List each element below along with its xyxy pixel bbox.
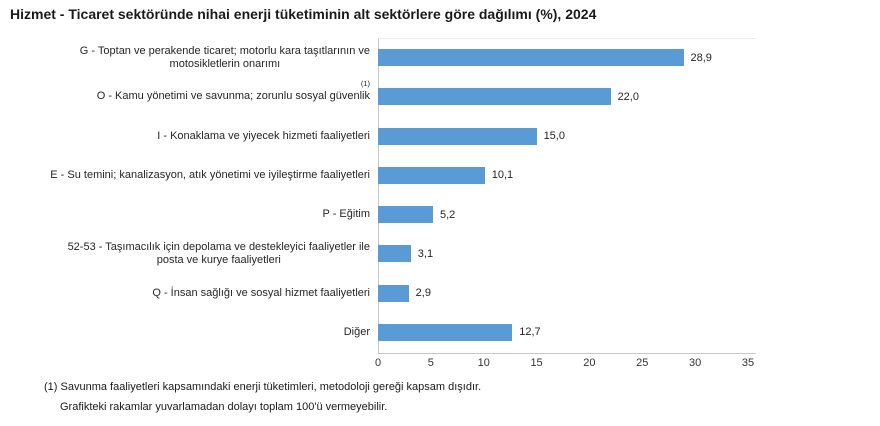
x-axis-tick: 5 [427,357,434,369]
x-axis: 0 5 10 15 20 25 30 35 [374,357,754,373]
chart-row: O - Kamu yönetimi ve savunma; zorunlu so… [0,77,790,116]
bar-cell: 12,7 [378,323,790,341]
footnote-1: (1) Savunma faaliyetleri kapsamındaki en… [44,381,482,393]
value-label: 10,1 [491,169,514,182]
value-label: 15,0 [543,130,565,143]
category-label: P - Eğitim [322,208,370,221]
footnote-2: Grafikteki rakamlar yuvarlamadan dolayı … [60,401,388,413]
chart-rows: G - Toptan ve perakende ticaret; motorlu… [0,38,790,352]
category-cell: I - Konaklama ve yiyecek hizmeti faaliye… [0,130,378,143]
chart-row: E - Su temini; kanalizasyon, atık yöneti… [0,156,790,195]
category-cell: Diğer [0,326,378,339]
x-axis-tick: 15 [530,357,543,369]
value-label: 12,7 [519,326,541,339]
bar-cell: 10,1 [378,166,790,184]
category-cell: Q - İnsan sağlığı ve sosyal hizmet faali… [0,287,378,300]
bar [378,88,611,106]
x-axis-tick: 35 [741,357,755,369]
chart-row: P - Eğitim 5,2 [0,195,790,234]
category-label: Diğer [343,325,370,338]
category-cell: 52-53 - Taşımacılık için depolama ve des… [0,241,378,267]
x-axis-tick: 20 [583,357,596,369]
value-label: 3,1 [417,247,434,260]
bar [378,245,411,263]
x-axis-tick: 10 [477,357,490,369]
chart-row: 52-53 - Taşımacılık için depolama ve des… [0,234,790,273]
category-label: O - Kamu yönetimi ve savunma; zorunlu so… [96,79,370,103]
category-cell: O - Kamu yönetimi ve savunma; zorunlu so… [0,79,378,103]
value-label: 5,2 [439,208,456,221]
bar [378,284,409,302]
chart-title: Hizmet - Ticaret sektöründe nihai enerji… [10,6,597,22]
value-label: 22,0 [617,90,639,103]
x-axis-tick: 25 [636,357,649,369]
category-cell: P - Eğitim [0,208,378,221]
chart-row: G - Toptan ve perakende ticaret; motorlu… [0,38,790,77]
chart-row: I - Konaklama ve yiyecek hizmeti faaliye… [0,117,790,156]
value-label: 28,9 [690,51,712,64]
footnote-marker: (1) [360,79,370,89]
bar [378,127,537,145]
category-cell: G - Toptan ve perakende ticaret; motorlu… [0,45,378,71]
bar [378,166,485,184]
chart-row: Diğer 12,7 [0,313,790,352]
category-cell: E - Su temini; kanalizasyon, atık yöneti… [0,169,378,182]
bar [378,206,433,224]
category-label: G - Toptan ve perakende ticaret; motorlu… [79,44,370,70]
chart-row: Q - İnsan sağlığı ve sosyal hizmet faali… [0,274,790,313]
bar [378,49,684,67]
category-label: I - Konaklama ve yiyecek hizmeti faaliye… [157,129,370,142]
x-axis-tick: 30 [689,357,702,369]
bar-cell: 5,2 [378,206,790,224]
category-label: Q - İnsan sağlığı ve sosyal hizmet faali… [152,286,370,299]
bar [378,323,513,341]
value-label: 2,9 [415,287,431,300]
bar-cell: 22,0 [378,88,790,106]
x-axis-tick: 0 [374,357,382,369]
bar-cell: 2,9 [378,284,790,302]
category-label: 52-53 - Taşımacılık için depolama ve des… [67,240,370,266]
bar-cell: 28,9 [378,49,790,67]
bar-cell: 15,0 [378,127,790,145]
bar-cell: 3,1 [378,245,790,263]
category-label: E - Su temini; kanalizasyon, atık yöneti… [50,168,370,181]
